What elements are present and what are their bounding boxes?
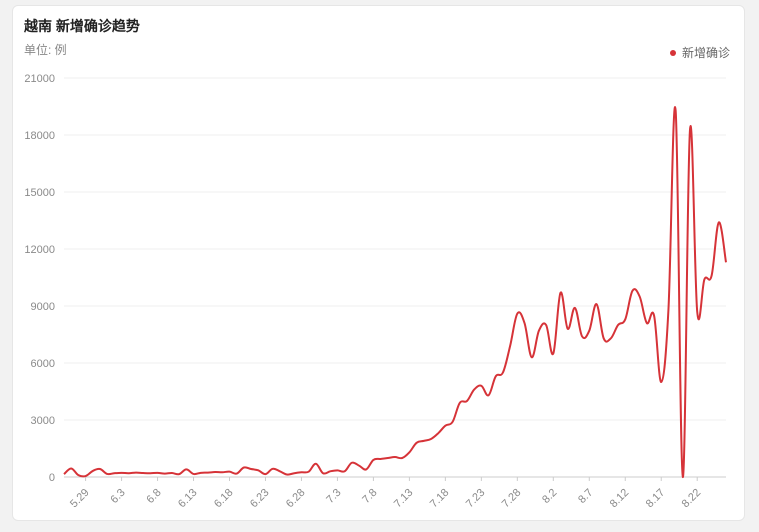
x-tick-label: 8.7: [576, 487, 595, 506]
y-axis: 0 3000 6000 9000 12000 15000 18000 21000: [24, 73, 55, 484]
legend-marker: [669, 49, 676, 56]
x-tick-label: 6.3: [108, 487, 127, 506]
y-tick-label: 3000: [31, 415, 55, 427]
series-layer: [63, 106, 727, 479]
unit-label: 单位: 例: [24, 43, 67, 57]
y-tick-label: 21000: [24, 73, 55, 85]
y-tick-label: 12000: [24, 244, 55, 256]
y-tick-label: 9000: [31, 301, 55, 313]
x-tick-label: 5.29: [68, 487, 92, 511]
chart-title: 越南 新增确诊趋势: [24, 18, 140, 34]
x-tick-label: 7.13: [392, 487, 416, 511]
y-tick-label: 15000: [24, 187, 55, 199]
x-tick-label: 8.12: [608, 487, 632, 511]
y-tick-label: 6000: [31, 358, 55, 370]
x-tick-label: 7.3: [324, 487, 343, 506]
x-tick-label: 7.18: [428, 487, 452, 511]
y-tick-label: 18000: [24, 130, 55, 142]
x-tick-label: 6.8: [144, 487, 163, 506]
series-line-new-cases[interactable]: [63, 106, 727, 479]
x-axis: 5.29 6.3 6.8 6.13 6.18 6.23 6.28 7.3 7.8 7.13 7.18…: [64, 476, 726, 511]
x-tick-label: 8.2: [540, 487, 559, 506]
x-tick-label: 7.28: [500, 487, 524, 511]
legend[interactable]: 新增确诊: [669, 44, 730, 61]
x-tick-label: 7.8: [360, 487, 379, 506]
x-tick-label: 6.23: [248, 487, 272, 511]
x-tick-label: 7.23: [464, 487, 488, 511]
x-tick-label: 8.22: [680, 487, 704, 511]
x-tick-label: 6.18: [212, 487, 236, 511]
y-tick-label: 0: [49, 472, 55, 484]
legend-label: 新增确诊: [681, 46, 730, 60]
grid-layer: [64, 77, 726, 421]
x-tick-label: 6.13: [176, 487, 200, 511]
chart-card: 越南 新增确诊趋势 单位: 例 新增确诊: [12, 5, 745, 521]
x-tick-label: 8.17: [644, 487, 668, 511]
x-tick-label: 6.28: [284, 487, 308, 511]
